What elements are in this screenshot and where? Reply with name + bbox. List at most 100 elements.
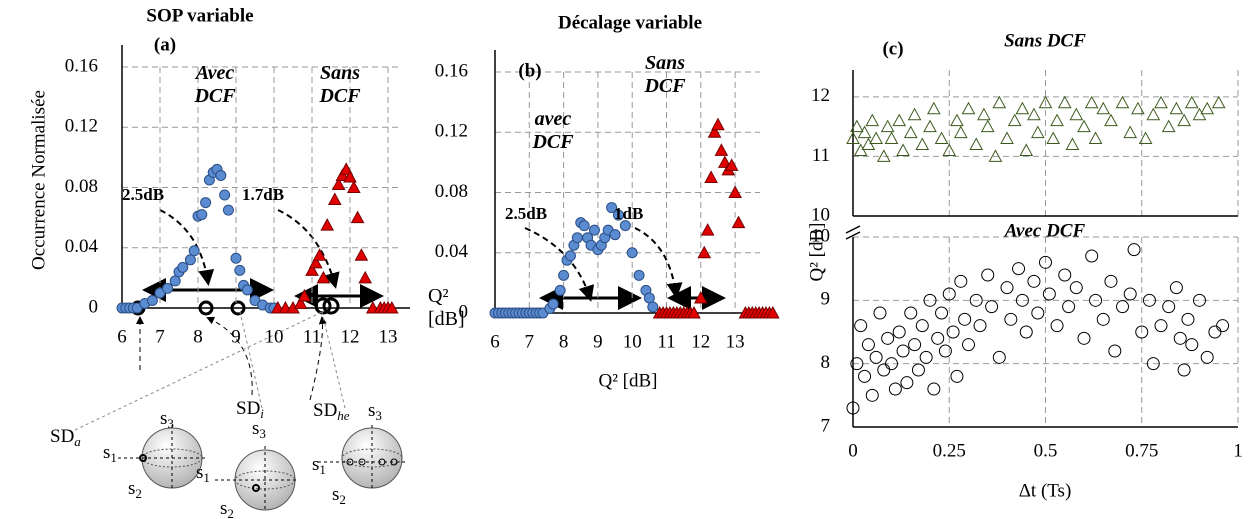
sphere-axis-label: s3 bbox=[252, 418, 266, 441]
pointer-base: SD bbox=[236, 398, 260, 419]
y-tick-label: 12 bbox=[811, 85, 830, 106]
point bbox=[241, 284, 253, 296]
point bbox=[1142, 293, 1156, 307]
axis-sub: 1 bbox=[319, 462, 326, 477]
point bbox=[846, 131, 860, 145]
point bbox=[633, 269, 645, 281]
point bbox=[1062, 300, 1076, 314]
point bbox=[1216, 319, 1230, 333]
point bbox=[571, 232, 583, 244]
point bbox=[1012, 262, 1026, 276]
point bbox=[606, 202, 618, 214]
point bbox=[954, 274, 968, 288]
annotation: Sans DCF bbox=[319, 62, 361, 107]
point bbox=[222, 204, 234, 216]
point bbox=[308, 255, 323, 269]
pointer-label: SDhe bbox=[313, 400, 350, 423]
sphere-axis-label: s2 bbox=[220, 498, 234, 519]
point bbox=[1154, 319, 1168, 333]
y-tick-label: 9 bbox=[821, 289, 831, 310]
y-tick-label: 0.12 bbox=[65, 116, 98, 137]
point bbox=[1027, 274, 1041, 288]
point bbox=[1184, 95, 1199, 109]
point bbox=[865, 113, 880, 127]
point bbox=[219, 189, 231, 201]
annotation: Sans DCF bbox=[644, 52, 686, 97]
axis-base: s bbox=[312, 454, 319, 475]
point bbox=[200, 197, 212, 209]
sphere-axis-label: s2 bbox=[332, 484, 346, 507]
point bbox=[869, 350, 883, 364]
y-tick-label: 10 bbox=[811, 225, 830, 246]
x-tick-label: 6 bbox=[117, 326, 127, 347]
point bbox=[946, 325, 960, 339]
y-tick-label: 0.08 bbox=[435, 181, 468, 202]
point bbox=[1050, 113, 1064, 127]
pointer-base: SD bbox=[313, 400, 337, 421]
point bbox=[146, 294, 158, 306]
point bbox=[877, 363, 891, 377]
axis-sub: 2 bbox=[227, 506, 234, 519]
point bbox=[354, 248, 369, 261]
point bbox=[588, 224, 600, 236]
point bbox=[312, 248, 327, 261]
point bbox=[1138, 131, 1153, 145]
point bbox=[1085, 249, 1099, 263]
point bbox=[911, 363, 925, 377]
point bbox=[873, 306, 887, 320]
x-axis-label: Δt (Ts) bbox=[1019, 480, 1072, 501]
point bbox=[923, 293, 937, 307]
point bbox=[1050, 319, 1064, 333]
x-tick-label: 13 bbox=[726, 331, 745, 352]
point bbox=[1019, 325, 1033, 339]
point bbox=[384, 300, 399, 314]
x-tick-label: 8 bbox=[193, 326, 203, 347]
point bbox=[316, 270, 331, 284]
point bbox=[1185, 338, 1199, 352]
panel-label: (c) bbox=[882, 38, 903, 59]
annotation: 2.5dB bbox=[505, 204, 548, 223]
point bbox=[558, 269, 570, 281]
sphere-axis-label: s3 bbox=[160, 408, 174, 431]
axis-base: s bbox=[196, 462, 203, 483]
point bbox=[1177, 113, 1191, 127]
axis-sub: 1 bbox=[203, 470, 210, 485]
x-tick-label: 13 bbox=[379, 326, 398, 347]
y-tick-label: 0.12 bbox=[435, 121, 468, 142]
point bbox=[687, 305, 701, 319]
point bbox=[1069, 281, 1083, 295]
point bbox=[188, 245, 200, 257]
point bbox=[1030, 125, 1045, 139]
x-tick-label: 8 bbox=[559, 331, 569, 352]
point bbox=[931, 331, 945, 345]
point bbox=[1015, 293, 1029, 307]
axis-sub: 3 bbox=[259, 426, 266, 441]
pointer-sub: i bbox=[260, 406, 264, 421]
x-tick-label: 1 bbox=[1233, 440, 1243, 461]
annotation: 2.5dB bbox=[122, 185, 165, 204]
x-tick-label: 10 bbox=[265, 326, 284, 347]
panel-label: (b) bbox=[518, 60, 541, 81]
point bbox=[969, 137, 984, 150]
point bbox=[977, 107, 991, 121]
point bbox=[343, 169, 357, 183]
point bbox=[1096, 312, 1110, 326]
y-tick-label: 0.04 bbox=[435, 241, 469, 262]
point bbox=[1131, 101, 1145, 115]
point bbox=[331, 177, 346, 190]
x-tick-label: 9 bbox=[231, 326, 241, 347]
point bbox=[1089, 293, 1103, 307]
point bbox=[1116, 300, 1129, 314]
point bbox=[335, 168, 350, 181]
point bbox=[230, 252, 242, 264]
x-tick-label: 12 bbox=[691, 331, 710, 352]
pointer-label: SDi bbox=[236, 398, 264, 421]
point bbox=[973, 319, 987, 333]
point bbox=[1088, 131, 1103, 145]
point bbox=[1027, 107, 1041, 121]
point bbox=[169, 275, 181, 287]
point bbox=[1208, 325, 1222, 339]
decoration bbox=[74, 209, 726, 512]
